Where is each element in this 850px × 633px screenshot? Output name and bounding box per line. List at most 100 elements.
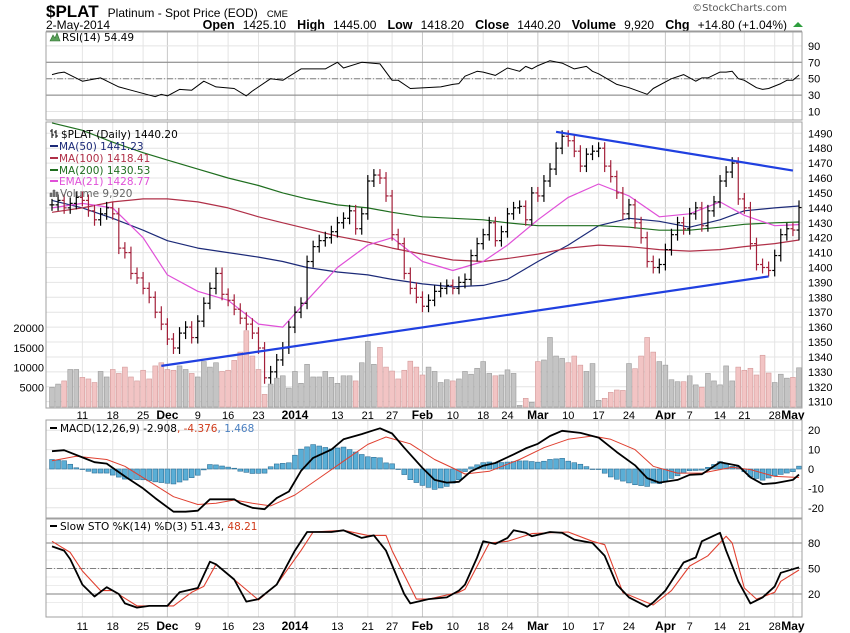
macd-histogram-bar <box>620 468 626 482</box>
main-axis-label: 1320 <box>808 382 832 394</box>
volume-bar <box>152 365 158 408</box>
macd-histogram-bar <box>213 464 219 470</box>
macd-axis-label: -20 <box>808 503 824 515</box>
macd-histogram-bar <box>395 468 401 470</box>
rsi-label: RSI(14) <box>62 32 101 44</box>
volume-bar <box>765 372 772 408</box>
volume-bar <box>468 373 474 408</box>
volume-bar <box>91 382 98 408</box>
volume-bar <box>304 364 310 408</box>
volume-bar <box>614 389 620 408</box>
volume-bar <box>474 367 480 408</box>
low-value: 1418.20 <box>421 18 465 32</box>
volume-bar <box>711 380 717 408</box>
date-axis-label: Feb <box>412 619 433 633</box>
macd-histogram-bar <box>188 468 195 478</box>
price-bar <box>608 160 614 183</box>
macd-histogram-bar <box>255 468 262 474</box>
macd-histogram-bar <box>273 463 280 470</box>
main-axis-label: 1460 <box>808 173 832 185</box>
volume-bar <box>626 363 632 408</box>
macd-histogram-bar <box>516 460 523 470</box>
price-bar <box>462 273 468 289</box>
macd-axis-label: 0 <box>808 464 814 476</box>
price-bar <box>353 204 359 235</box>
macd-hist-value: 1.468 <box>224 423 254 435</box>
macd-histogram-bar <box>346 449 353 470</box>
volume-bar <box>541 359 547 408</box>
date-axis-label: 9 <box>195 621 201 633</box>
macd-label: MACD(12,26,9) <box>60 423 140 435</box>
price-bar <box>322 231 328 247</box>
ma50-legend: MA(50) 1441.23 <box>59 141 144 153</box>
macd-axis-label: -10 <box>808 483 824 495</box>
main-axis-label: 1400 <box>808 262 832 274</box>
price-bar <box>401 237 407 280</box>
macd-histogram-bar <box>468 466 474 470</box>
volume-bar <box>316 376 322 408</box>
price-bar <box>596 142 602 158</box>
price-bar <box>195 315 201 344</box>
volume-bar <box>535 361 541 408</box>
volume-bar <box>340 375 347 408</box>
macd-histogram-bar <box>340 446 347 470</box>
date-axis-label: 21 <box>362 410 374 422</box>
rsi-value: 54.49 <box>104 32 134 44</box>
macd-histogram-bar <box>583 466 590 470</box>
volume-bar <box>267 383 274 408</box>
volume-bar <box>462 371 468 408</box>
rsi-background <box>46 32 802 120</box>
date-axis-bottom: 11 18 25 Dec 9 16 23 2014 13 21 27 Feb 10 18 24 Mar 10 17… <box>77 619 805 633</box>
macd-histogram-bar <box>559 458 565 470</box>
volume-bar <box>55 383 61 408</box>
price-bar <box>365 175 371 220</box>
price-bar <box>711 195 717 217</box>
volume-bar <box>729 380 735 408</box>
date-axis-label: Dec <box>156 408 178 422</box>
date-axis-label: 25 <box>137 621 149 633</box>
ohlc-summary: Open 1425.10 High 1445.00 Low 1418.20 Cl… <box>203 14 787 33</box>
main-axis-label: 1380 <box>808 292 832 304</box>
date-axis-label: 24 <box>623 410 635 422</box>
volume-bar <box>444 379 450 408</box>
macd-value: -2.908 <box>143 423 177 435</box>
date-axis-label: 24 <box>501 410 513 422</box>
volume-axis-label: 5000 <box>20 382 44 394</box>
macd-histogram-bar <box>462 468 468 472</box>
volume-bar <box>589 363 596 408</box>
volume-bar <box>255 369 262 408</box>
date-axis-label: 16 <box>222 410 234 422</box>
date-axis-label: 18 <box>107 621 119 633</box>
ema21-value: 1428.77 <box>107 176 150 188</box>
main-axis-label: 1480 <box>808 143 832 155</box>
volume-bar <box>492 375 499 408</box>
date-axis-label: 11 <box>77 410 88 422</box>
volume-bar <box>79 377 86 408</box>
macd-histogram-bar <box>249 468 256 474</box>
volume-bar <box>334 382 341 408</box>
date-axis-label: 27 <box>386 410 398 422</box>
macd-frame <box>45 419 803 519</box>
date-axis-label: 16 <box>222 621 234 633</box>
price-bar <box>790 222 796 237</box>
macd-histogram-bar <box>535 461 541 470</box>
price-bar <box>304 255 310 310</box>
sto-axis-label: 20 <box>808 589 820 601</box>
price-bar <box>523 200 529 226</box>
volume-bar <box>243 330 250 408</box>
date-axis-label: 23 <box>252 410 264 422</box>
volume-bar <box>389 370 395 408</box>
volume-axis-label: 20000 <box>13 323 44 335</box>
overlay-ma200 <box>51 122 800 231</box>
macd-histogram-bar <box>383 462 389 470</box>
ma50-value: 1441.23 <box>100 141 143 153</box>
rsi-axis-label: 10 <box>808 107 820 119</box>
price-bar <box>511 201 517 220</box>
price-bar <box>219 267 225 301</box>
price-bar <box>183 321 189 340</box>
price-bar <box>231 294 237 316</box>
macd-histogram-bar <box>529 461 535 470</box>
volume-bar <box>213 362 219 408</box>
volume-bar <box>322 371 329 408</box>
macd-histogram-bar <box>292 454 298 470</box>
